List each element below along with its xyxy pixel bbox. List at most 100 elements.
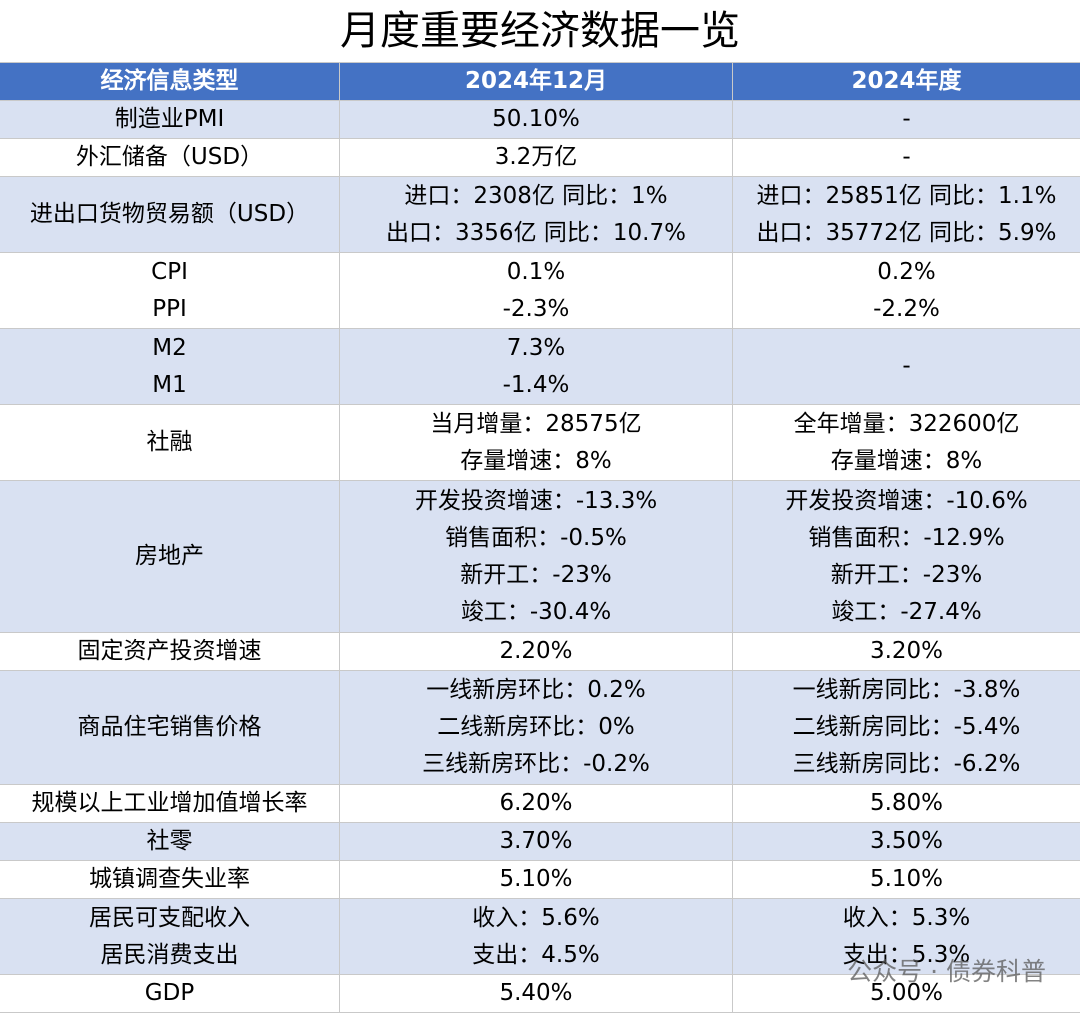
cell-text: 进出口货物贸易额（USD） [29,201,310,227]
table-cell: 3.70% [340,823,733,861]
cell-text: 5.80% [869,790,944,816]
cell-text: 出口：3356亿 同比：10.7% [386,219,686,246]
cell-text: 50.10% [492,106,580,132]
table-row: 规模以上工业增加值增长率 6.20% 5.80% [0,785,1080,823]
table-cell: 一线新房同比：-3.8% 二线新房同比：-5.4% 三线新房同比：-6.2% [733,671,1080,785]
table-cell: 3.50% [733,823,1080,861]
cell-text: -2.3% [502,295,570,322]
cell-text: 销售面积：-12.9% [808,524,1005,551]
table-cell: 2.20% [340,633,733,671]
cell-text: -2.2% [873,295,940,322]
cell-text: 存量增速：8% [460,447,612,474]
table-cell: 进出口货物贸易额（USD） [0,177,340,253]
table-row: 社零 3.70% 3.50% [0,823,1080,861]
table-row: 外汇储备（USD） 3.2万亿 - [0,139,1080,177]
table-cell: 3.2万亿 [340,139,733,177]
table-cell: 规模以上工业增加值增长率 [0,785,340,823]
cell-text: 全年增量：322600亿 [793,410,1020,437]
cell-text: 进口：25851亿 同比：1.1% [756,182,1057,209]
table-cell: 一线新房环比：0.2% 二线新房环比：0% 三线新房环比：-0.2% [340,671,733,785]
header-cell: 2024年度 [733,63,1080,101]
cell-text: 3.70% [499,828,573,854]
table-row: 进出口货物贸易额（USD） 进口：2308亿 同比：1% 出口：3356亿 同比：1… [0,177,1080,253]
cell-text: 一线新房环比：0.2% [426,677,646,703]
cell-text: 进口：2308亿 同比：1% [404,182,668,209]
cell-text: PPI [152,295,187,322]
cell-text: 3.20% [869,638,944,664]
cell-text: 三线新房环比：-0.2% [422,751,650,777]
cell-text: 3.2万亿 [494,144,578,170]
cell-text: 0.1% [506,258,566,285]
table-cell: 城镇调查失业率 [0,861,340,899]
cell-text: 外汇储备（USD） [75,144,264,170]
table-row: GDP 5.40% 5.00% [0,975,1080,1013]
cell-text: 居民可支配收入 [89,904,250,931]
cell-text: 居民消费支出 [100,941,239,968]
table-cell: 当月增量：28575亿 存量增速：8% [340,405,733,481]
cell-text: - [902,144,911,170]
table-cell: 3.20% [733,633,1080,671]
cell-text: 存量增速：8% [830,447,983,474]
table-cell: 5.00% [733,975,1080,1013]
cell-text: 二线新房环比：0% [437,714,635,740]
table: 经济信息类型 2024年12月 2024年度 制造业PMI 50.10% - 外汇储备（US… [0,63,1080,1013]
table-cell: - [733,139,1080,177]
table-cell: 外汇储备（USD） [0,139,340,177]
watermark: 公众号 · 债券科普 [847,957,1046,986]
cell-text: 0.2% [877,258,936,285]
cell-text: 开发投资增速：-10.6% [785,487,1028,514]
table-cell: 进口：2308亿 同比：1% 出口：3356亿 同比：10.7% [340,177,733,253]
table-cell: 进口：25851亿 同比：1.1% 出口：35772亿 同比：5.9% [733,177,1080,253]
cell-text: 竣工：-30.4% [460,598,612,625]
table-cell: 7.3% -1.4% [340,329,733,405]
table-cell: 开发投资增速：-13.3% 销售面积：-0.5% 新开工：-23% 竣工：-30.4% [340,481,733,633]
header-text: 2024年12月 [464,68,608,94]
cell-text: 5.00% [869,980,944,1006]
cell-text: 开发投资增速：-13.3% [414,487,658,514]
cell-text: 制造业PMI [114,106,225,132]
table-cell: 社零 [0,823,340,861]
cell-text: - [902,353,911,379]
table-cell: 商品住宅销售价格 [0,671,340,785]
cell-text: 商品住宅销售价格 [77,714,262,740]
cell-text: CPI [151,258,188,285]
cell-text: GDP [144,980,195,1006]
table-row: 房地产 开发投资增速：-13.3% 销售面积：-0.5% 新开工：-23% 竣工：-30… [0,481,1080,633]
cell-text: 5.10% [869,866,944,892]
cell-text: 新开工：-23% [830,561,983,588]
cell-text: 当月增量：28575亿 [430,410,642,437]
cell-text: 社零 [146,828,193,854]
cell-text: 房地产 [135,543,204,569]
table-cell: 固定资产投资增速 [0,633,340,671]
table-cell: 50.10% [340,101,733,139]
cell-text: 收入：5.3% [842,904,971,931]
table-cell: 全年增量：322600亿 存量增速：8% [733,405,1080,481]
table-row: 制造业PMI 50.10% - [0,101,1080,139]
cell-text: M1 [152,371,187,398]
table-cell: 社融 [0,405,340,481]
table-row: 固定资产投资增速 2.20% 3.20% [0,633,1080,671]
cell-text: 支出：4.5% [472,941,600,968]
table-row: 居民可支配收入 居民消费支出 收入：5.6% 支出：4.5% 收入：5.3% 支出：5.3… [0,899,1080,975]
table-cell: 5.40% [340,975,733,1013]
cell-text: 6.20% [499,790,573,816]
cell-text: 5.10% [499,866,573,892]
header-row: 经济信息类型 2024年12月 2024年度 [0,63,1080,101]
table-cell: M2 M1 [0,329,340,405]
table-cell: 5.10% [733,861,1080,899]
table-row: M2 M1 7.3% -1.4% - [0,329,1080,405]
table-row: CPI PPI 0.1% -2.3% 0.2% -2.2% [0,253,1080,329]
cell-text: 支出：5.3% [842,941,971,968]
cell-text: -1.4% [502,371,570,398]
cell-text: 销售面积：-0.5% [445,524,627,551]
cell-text: 7.3% [506,334,566,361]
cell-text: 城镇调查失业率 [89,866,250,892]
table-cell: 6.20% [340,785,733,823]
cell-text: - [902,106,911,132]
cell-text: 三线新房同比：-6.2% [792,751,1021,777]
table-cell: - [733,329,1080,405]
table-cell: 收入：5.6% 支出：4.5% [340,899,733,975]
cell-text: 出口：35772亿 同比：5.9% [756,219,1057,246]
table-cell: 房地产 [0,481,340,633]
